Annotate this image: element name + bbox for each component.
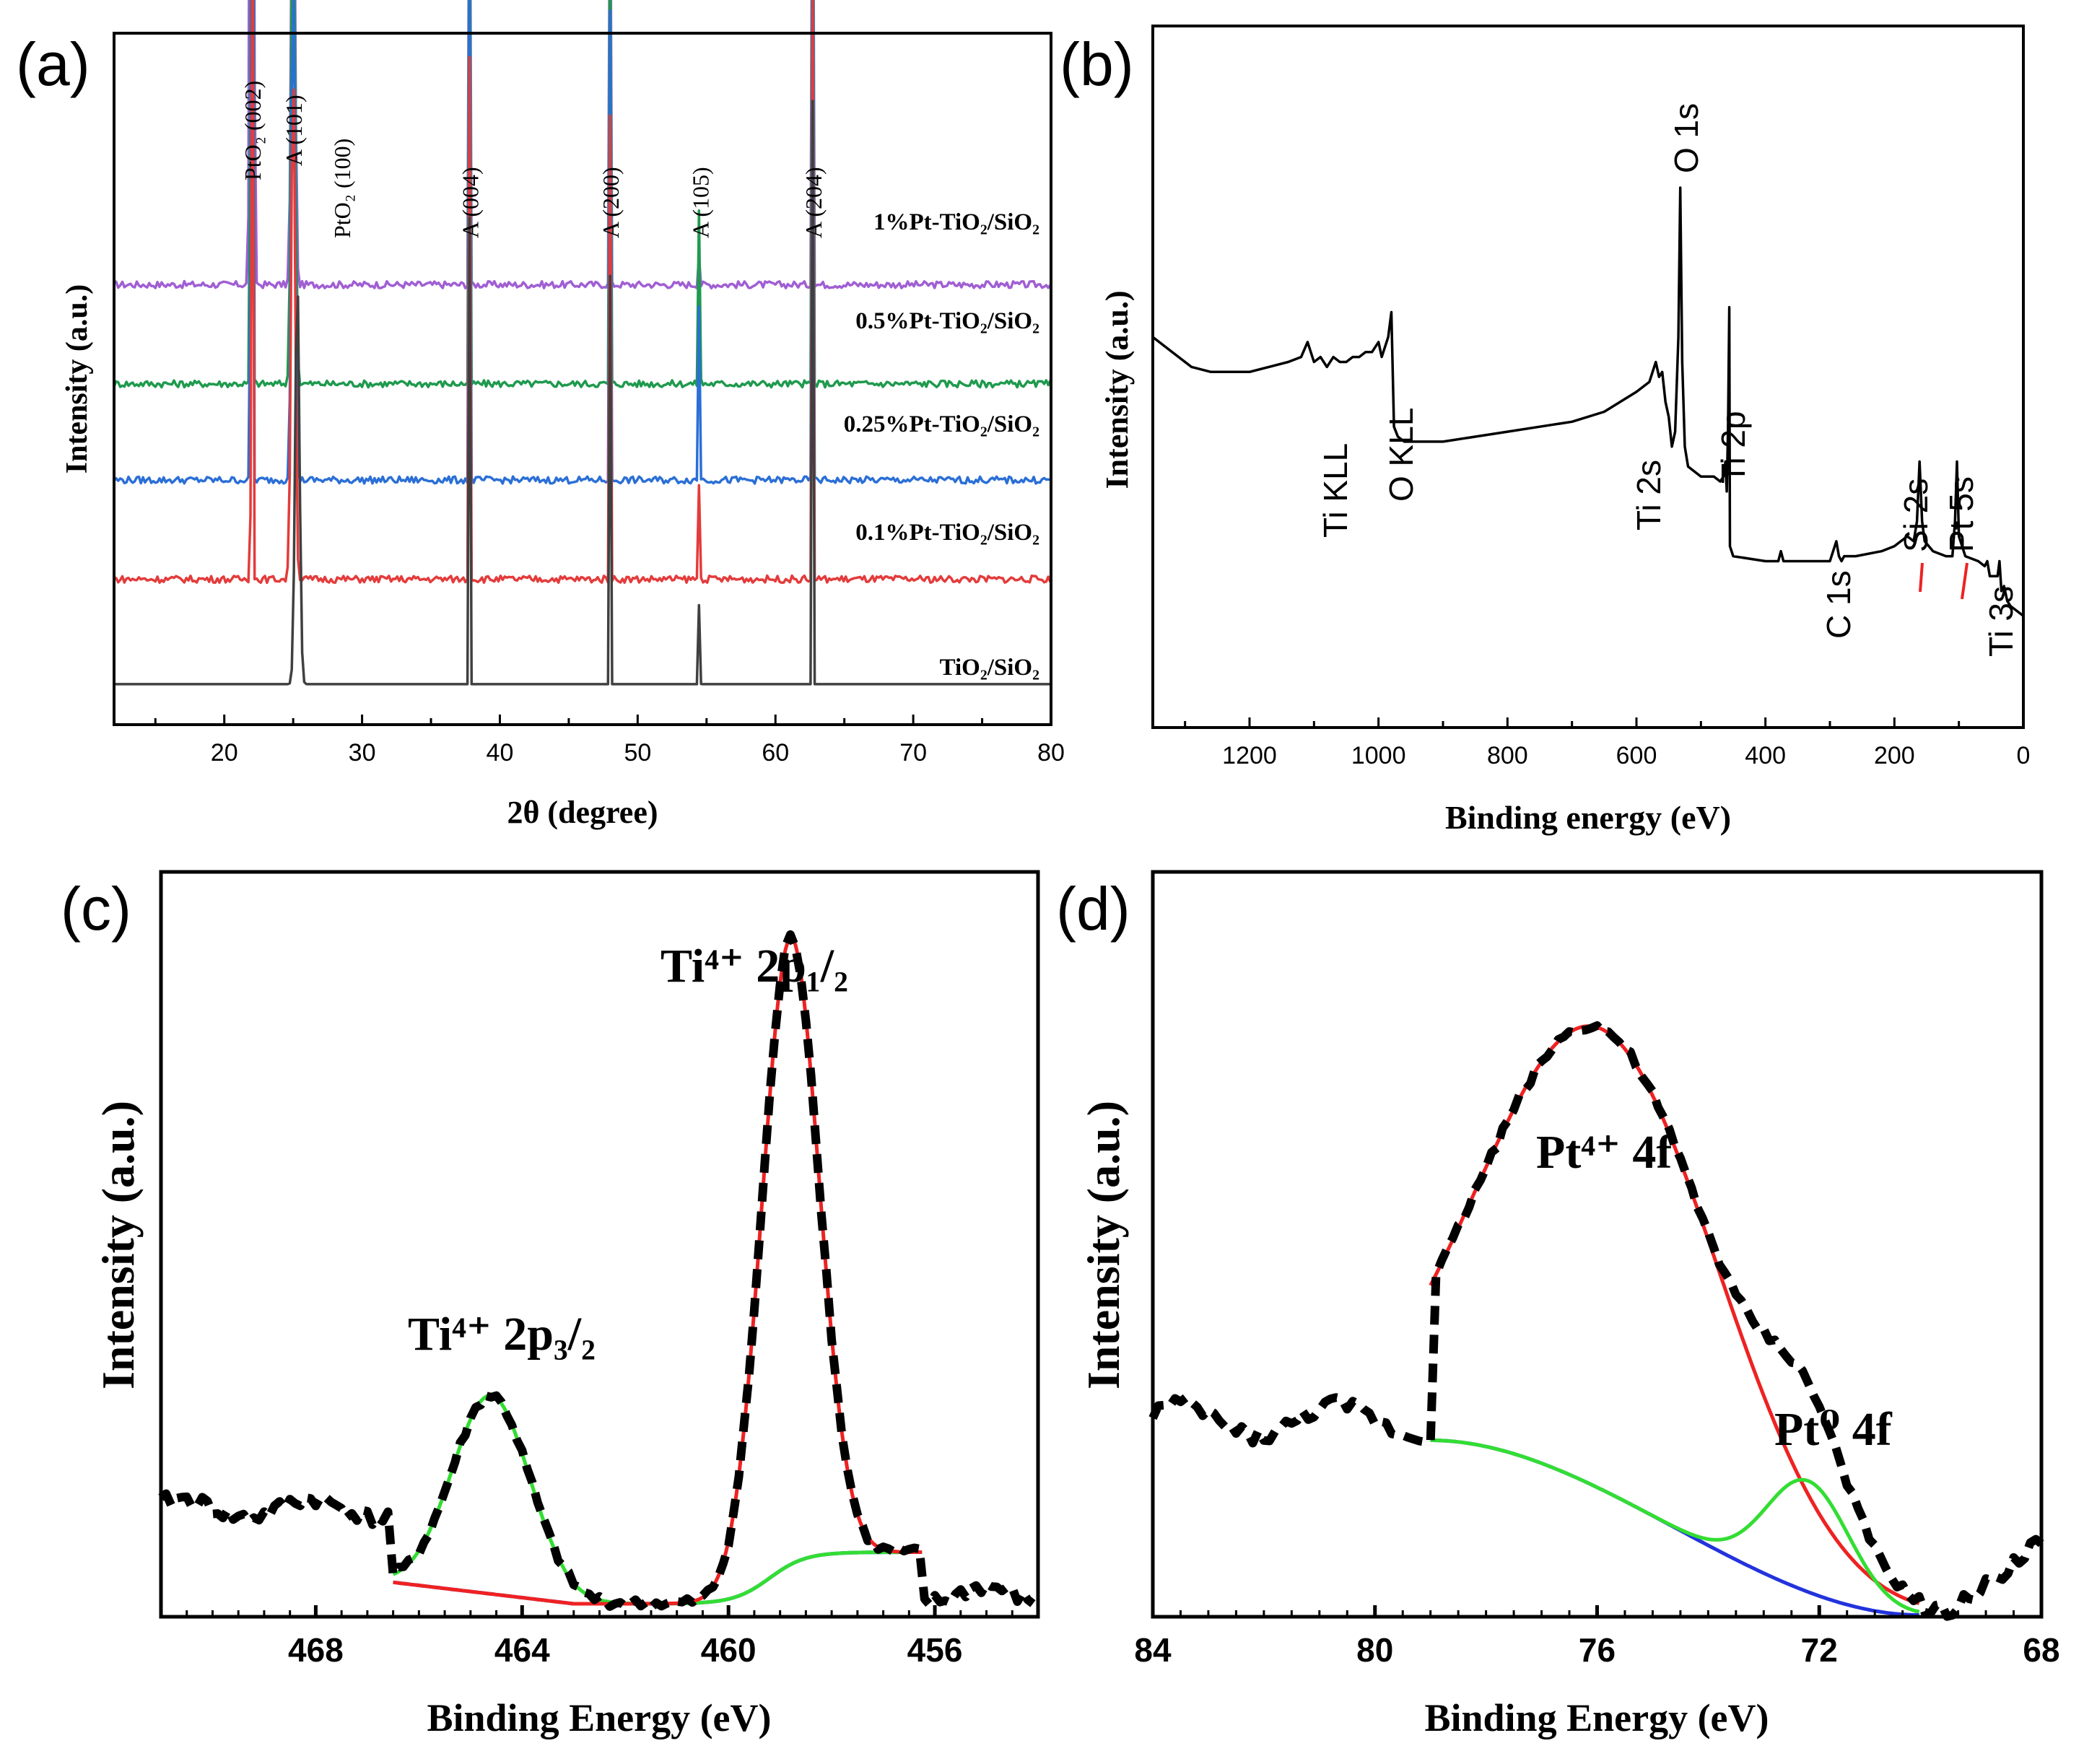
x-tick-label: 468 — [288, 1631, 344, 1669]
peak-label: A (004) — [457, 167, 483, 238]
panel-b: (b) 1200 1000 800 600 400 200 0 Ti KLL O KLL T… — [1060, 25, 2031, 836]
xrd-series-line — [114, 100, 1050, 686]
x-tick-label: 76 — [1579, 1631, 1616, 1669]
x-tick-label: 40 — [487, 739, 514, 767]
x-tick-label: 68 — [2023, 1631, 2059, 1669]
measured-data-line — [158, 930, 1036, 1612]
panel-d-frame — [1151, 870, 2044, 1619]
panel-c: (c) 468 464 460 456 Ti⁴⁺ 2p₃/₂ Ti⁴⁺ 2p₁/₂ B… — [61, 870, 1040, 1739]
panel-a-x-ticks: 20 30 40 50 60 70 80 — [154, 715, 1065, 767]
x-tick-label: 460 — [701, 1631, 757, 1669]
x-tick-label: 800 — [1487, 742, 1528, 769]
x-tick-label: 600 — [1616, 742, 1657, 769]
panel-a-y-axis-label: Intensity (a.u.) — [61, 284, 94, 474]
x-tick-label: 70 — [899, 739, 927, 767]
panel-a-peak-labels: PtO₂ (002) A (101) PtO₂ (100) A (004) A (200… — [240, 81, 827, 238]
fit-peak-line — [1430, 1438, 1920, 1614]
panel-b-frame — [1151, 25, 2025, 729]
panel-c-series — [158, 930, 1036, 1612]
panel-a-label: (a) — [16, 30, 90, 98]
panel-b-series — [1151, 186, 2025, 617]
annotation-ti-kll: Ti KLL — [1317, 443, 1354, 538]
x-tick-label: 200 — [1874, 742, 1915, 769]
panel-b-label: (b) — [1060, 30, 1134, 98]
x-tick-label: 84 — [1134, 1631, 1172, 1669]
peak-label: A (204) — [801, 167, 827, 238]
x-tick-label: 456 — [907, 1631, 963, 1669]
x-tick-label: 30 — [349, 739, 376, 767]
xps-survey-line — [1151, 186, 2025, 617]
annotation-ti-2p12: Ti⁴⁺ 2p₁/₂ — [660, 940, 848, 992]
panel-d-series — [1148, 1021, 2044, 1621]
fit-peak-line — [393, 935, 923, 1606]
peak-label: A (200) — [598, 167, 624, 238]
xrd-series-line — [113, 0, 1051, 485]
panel-a-frame — [113, 32, 1052, 726]
panel-a: (a) 20 30 40 50 60 70 80 PtO₂ (002) A (101)PtO₂… — [16, 0, 1065, 830]
peak-label: A (105) — [687, 167, 713, 238]
x-tick-label: 0 — [2017, 742, 2031, 769]
panel-d-y-axis-label: Intensity (a.u.) — [1078, 1101, 1129, 1389]
x-tick-label: 80 — [1356, 1631, 1393, 1669]
x-tick-label: 80 — [1037, 739, 1065, 767]
panel-d-x-ticks: 84 80 76 72 68 — [1134, 1605, 2060, 1669]
annotation-pt-5s-leader — [1961, 562, 1969, 600]
panel-b-y-axis-label: Intensity (a.u.) — [1099, 290, 1135, 489]
series-label: TiO₂/SiO₂ — [940, 655, 1040, 681]
annotation-ti-2s: Ti 2s — [1630, 460, 1667, 530]
panel-d-x-axis-label: Binding Energy (eV) — [1424, 1696, 1769, 1739]
measured-data-line — [1148, 1021, 2044, 1621]
fit-background-line — [393, 1550, 923, 1606]
series-label: 0.1%Pt-TiO₂/SiO₂ — [855, 520, 1039, 546]
annotation-pt0-4f: Pt⁰ 4f — [1774, 1403, 1893, 1456]
annotation-pt-5s: Pt 5s — [1943, 476, 1980, 552]
annotation-ti-2p: Ti 2p — [1714, 411, 1752, 484]
peak-label: PtO₂ (100) — [329, 139, 355, 238]
series-label: 0.25%Pt-TiO₂/SiO₂ — [844, 411, 1039, 437]
annotation-pt4-4f: Pt⁴⁺ 4f — [1536, 1126, 1673, 1179]
panel-c-x-ticks: 468 464 460 456 — [160, 1605, 1039, 1669]
annotation-si-2s-leader — [1919, 562, 1924, 593]
panel-d: (d) 84 80 76 72 68 Pt⁴⁺ 4f Pt⁰ 4f Binding En… — [1056, 870, 2060, 1739]
xrd-series-line — [113, 0, 1052, 585]
peak-label: A (101) — [281, 95, 307, 166]
panel-a-series — [113, 0, 1052, 686]
x-tick-label: 1200 — [1222, 742, 1277, 769]
peak-label: PtO₂ (002) — [240, 81, 266, 180]
panel-c-x-axis-label: Binding Energy (eV) — [427, 1696, 771, 1739]
annotation-si-2s: Si 2s — [1897, 479, 1935, 552]
panel-b-x-ticks: 1200 1000 800 600 400 200 0 — [1184, 717, 2031, 769]
panel-b-annotations: Ti KLL O KLL Ti 2s O 1s Ti 2p C 1s Si 2s… — [1317, 103, 2020, 657]
panel-b-x-axis-label: Binding energy (eV) — [1445, 799, 1731, 836]
panel-d-label: (d) — [1056, 875, 1130, 943]
x-tick-label: 400 — [1745, 742, 1786, 769]
x-tick-label: 1000 — [1351, 742, 1406, 769]
x-tick-label: 20 — [211, 739, 238, 767]
panel-a-x-axis-label: 2θ (degree) — [507, 795, 658, 830]
annotation-o-1s: O 1s — [1667, 103, 1705, 173]
xrd-series-line — [113, 0, 1052, 389]
annotation-ti-3s: Ti 3s — [1982, 586, 2020, 657]
x-tick-label: 72 — [1801, 1631, 1838, 1669]
series-label: 1%Pt-TiO₂/SiO₂ — [873, 209, 1039, 235]
series-label: 0.5%Pt-TiO₂/SiO₂ — [855, 308, 1039, 334]
x-tick-label: 50 — [624, 739, 651, 767]
annotation-o-kll: O KLL — [1382, 408, 1420, 502]
annotation-ti-2p32: Ti⁴⁺ 2p₃/₂ — [408, 1308, 596, 1361]
xrd-series-line — [113, 0, 1052, 289]
x-tick-label: 464 — [494, 1631, 550, 1669]
x-tick-label: 60 — [762, 739, 789, 767]
fit-peak-line — [1429, 1024, 1920, 1605]
panel-c-label: (c) — [61, 875, 131, 943]
panel-a-series-labels: 1%Pt-TiO₂/SiO₂ 0.5%Pt-TiO₂/SiO₂ 0.25%Pt-Ti… — [844, 209, 1039, 681]
panel-c-y-axis-label: Intensity (a.u.) — [92, 1101, 144, 1389]
annotation-c-1s: C 1s — [1820, 570, 1857, 639]
